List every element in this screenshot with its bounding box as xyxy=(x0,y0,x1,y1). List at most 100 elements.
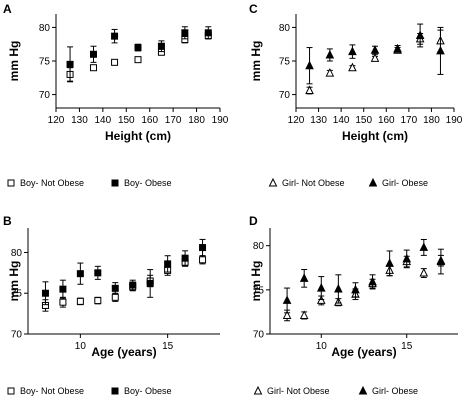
data-point xyxy=(415,30,425,39)
legend-entry: Girl- Obese xyxy=(368,177,428,188)
x-tick-label: 120 xyxy=(48,115,65,126)
x-tick-label: 160 xyxy=(141,115,158,126)
y-axis-label: mm Hg xyxy=(7,261,21,302)
legend-marker xyxy=(111,387,119,395)
y-tick-label: 70 xyxy=(279,90,291,101)
panel-d: D 70 75 80 10 15 Age (years) mm Hg Girl- Not Obe… xyxy=(249,214,458,396)
y-tick-label: 80 xyxy=(11,248,23,259)
data-point xyxy=(305,85,314,95)
data-point xyxy=(334,283,343,293)
data-point xyxy=(299,310,309,319)
data-point xyxy=(385,258,394,267)
data-point xyxy=(316,282,326,292)
legend-label: Boy- Obese xyxy=(124,178,172,188)
y-tick-label: 75 xyxy=(279,57,291,68)
data-point xyxy=(436,45,445,55)
data-point xyxy=(111,284,119,292)
panel-c: C 70 75 80 120 130 140 150 160 170 180 190 Height (c… xyxy=(249,2,463,188)
data-point xyxy=(348,46,357,56)
series-filled-triangle xyxy=(282,238,446,314)
legend-marker xyxy=(268,177,278,187)
data-point xyxy=(199,256,207,264)
data-point xyxy=(402,253,412,263)
y-axis-label: mm Hg xyxy=(7,41,21,82)
series-open-square xyxy=(41,255,207,312)
data-point xyxy=(299,273,309,282)
data-point xyxy=(157,42,165,50)
y-tick-label: 70 xyxy=(39,90,51,101)
legend-label: Boy- Obese xyxy=(124,386,172,396)
x-tick-label: 140 xyxy=(95,115,112,126)
x-tick-label: 150 xyxy=(355,115,372,126)
data-point xyxy=(59,298,67,306)
x-tick-label: 190 xyxy=(212,115,229,126)
data-point xyxy=(94,297,102,305)
y-tick-label: 75 xyxy=(253,285,265,296)
y-axis-label: mm Hg xyxy=(249,261,263,302)
x-tick-label: 190 xyxy=(446,115,463,126)
y-tick-label: 75 xyxy=(39,57,51,68)
data-point xyxy=(89,50,97,58)
data-point xyxy=(164,260,172,268)
data-point xyxy=(282,310,292,319)
data-point xyxy=(348,62,357,72)
data-point xyxy=(76,297,84,305)
x-tick-label: 170 xyxy=(165,115,182,126)
x-tick-label: 150 xyxy=(118,115,135,126)
x-axis-label: Height (cm) xyxy=(342,129,408,143)
data-point xyxy=(325,67,335,77)
data-point xyxy=(181,254,189,262)
data-point xyxy=(146,279,154,287)
legend-marker xyxy=(253,385,263,395)
series-filled-square xyxy=(41,238,207,306)
data-point xyxy=(370,45,380,54)
legend-marker xyxy=(358,385,368,395)
panel-letter: D xyxy=(249,214,258,228)
legend-entry: Girl- Not Obese xyxy=(268,177,345,188)
data-point xyxy=(393,43,402,53)
data-point xyxy=(89,64,97,72)
x-tick-label: 140 xyxy=(333,115,350,126)
panel-a: A 70 75 80 120 130 140 150 160 170 180 190 Height (c… xyxy=(3,2,229,188)
x-tick-label: 10 xyxy=(316,341,328,352)
x-tick-label: 10 xyxy=(75,341,87,352)
y-axis-label: mm Hg xyxy=(249,41,263,82)
data-point xyxy=(134,44,142,52)
x-tick-label: 15 xyxy=(401,341,413,352)
data-point xyxy=(199,244,207,252)
x-tick-label: 160 xyxy=(378,115,395,126)
x-tick-label: 180 xyxy=(188,115,205,126)
data-point xyxy=(351,284,360,294)
series-filled-triangle xyxy=(305,23,445,85)
panel-letter: B xyxy=(3,214,12,228)
panel-b: B 70 75 80 10 15 Age (years) mm Hg Boy- Not Obes… xyxy=(3,214,220,396)
legend-entry: Boy- Obese xyxy=(111,386,172,396)
x-tick-label: 170 xyxy=(401,115,418,126)
x-axis-label: Height (cm) xyxy=(105,129,171,143)
data-point xyxy=(282,295,292,304)
data-point xyxy=(325,49,335,59)
series-open-triangle xyxy=(305,29,445,95)
data-point xyxy=(204,29,212,37)
legend-entry: Girl- Not Obese xyxy=(253,385,330,396)
legend-label: Girl- Not Obese xyxy=(282,178,345,188)
data-point xyxy=(134,56,142,64)
data-point xyxy=(419,267,429,277)
legend-entry: Boy- Not Obese xyxy=(7,178,84,188)
data-point xyxy=(111,32,119,40)
panel-letter: C xyxy=(249,2,258,16)
legend-label: Girl- Not Obese xyxy=(267,386,330,396)
series-open-triangle xyxy=(282,254,446,322)
data-point xyxy=(436,256,446,266)
data-point xyxy=(111,293,119,301)
y-tick-label: 75 xyxy=(11,289,23,300)
data-point xyxy=(370,53,380,62)
legend-label: Girl- Obese xyxy=(382,178,428,188)
y-tick-label: 80 xyxy=(39,23,51,34)
panel-letter: A xyxy=(3,2,12,16)
x-axis-label: Age (years) xyxy=(331,345,396,359)
x-tick-label: 130 xyxy=(71,115,88,126)
y-tick-label: 70 xyxy=(253,330,265,341)
legend-marker xyxy=(7,387,15,395)
